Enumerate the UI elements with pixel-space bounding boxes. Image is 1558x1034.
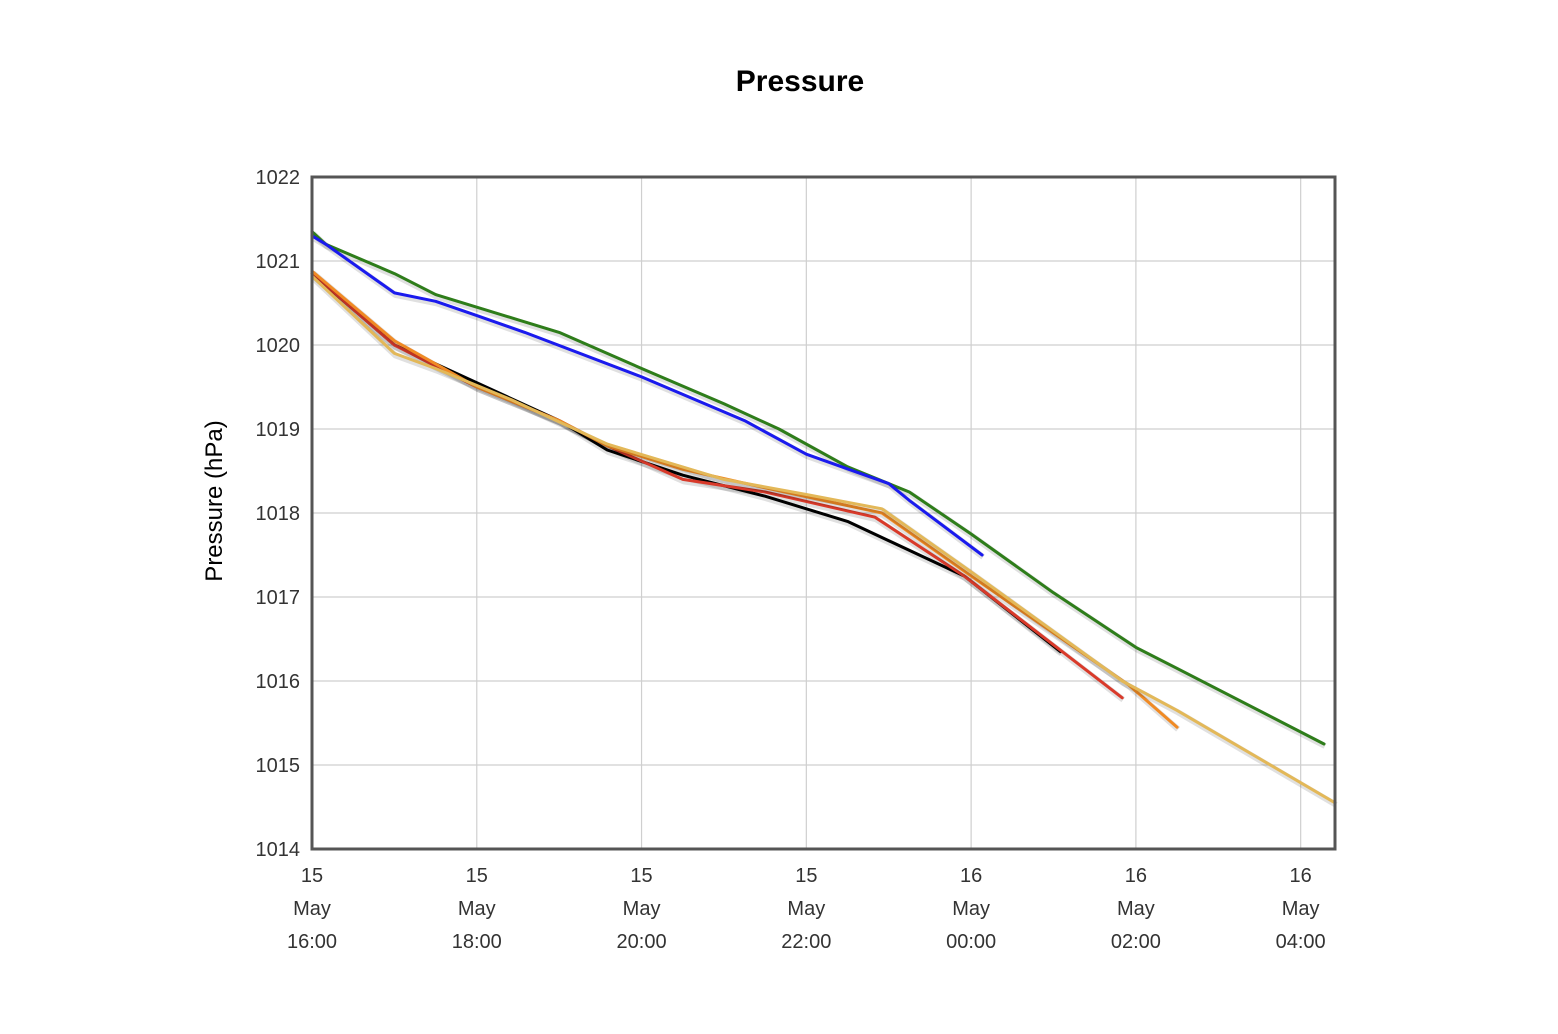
y-axis-label: Pressure (hPa) — [201, 420, 228, 581]
y-tick-label: 1020 — [256, 335, 301, 357]
series-line-shadow — [311, 270, 1181, 732]
x-tick-label: 15 May 16:00 — [287, 865, 337, 953]
y-tick-label: 1019 — [256, 419, 301, 441]
y-tick-label: 1018 — [256, 503, 301, 525]
series-line-6 — [310, 274, 1337, 805]
y-tick-label: 1015 — [256, 755, 301, 777]
y-tick-label: 1022 — [256, 167, 301, 189]
series-line-1 — [310, 230, 1326, 746]
series-line-3 — [310, 272, 1062, 654]
x-tick-label: 15 May 18:00 — [452, 865, 502, 953]
x-tick-label: 16 May 02:00 — [1111, 865, 1161, 953]
series-line-shadow — [311, 273, 1126, 703]
x-tick-label: 15 May 22:00 — [781, 865, 831, 953]
y-tick-label: 1016 — [256, 671, 301, 693]
x-tick-label: 16 May 00:00 — [946, 865, 996, 953]
series-line-2 — [310, 234, 984, 557]
series-group — [310, 230, 1338, 808]
y-tick-label: 1017 — [256, 587, 301, 609]
y-tick-label: 1021 — [256, 251, 301, 273]
y-tick-labels: 1014 1015 1016 1017 1018 1019 1020 1021 1022 — [256, 167, 301, 861]
x-tick-label: 15 May 20:00 — [617, 865, 667, 953]
plot-frame — [310, 175, 1337, 851]
series-line-4 — [310, 272, 1124, 700]
x-tick-labels: 15 May 16:00 15 May 18:00 15 May 20:00 15 May 22:00… — [287, 865, 1326, 953]
x-tick-label: 16 May 04:00 — [1276, 865, 1326, 953]
y-tick-label: 1014 — [256, 839, 301, 861]
chart-title: Pressure — [736, 65, 864, 98]
series-line-shadow — [310, 275, 1338, 808]
series-line-5 — [310, 269, 1179, 729]
